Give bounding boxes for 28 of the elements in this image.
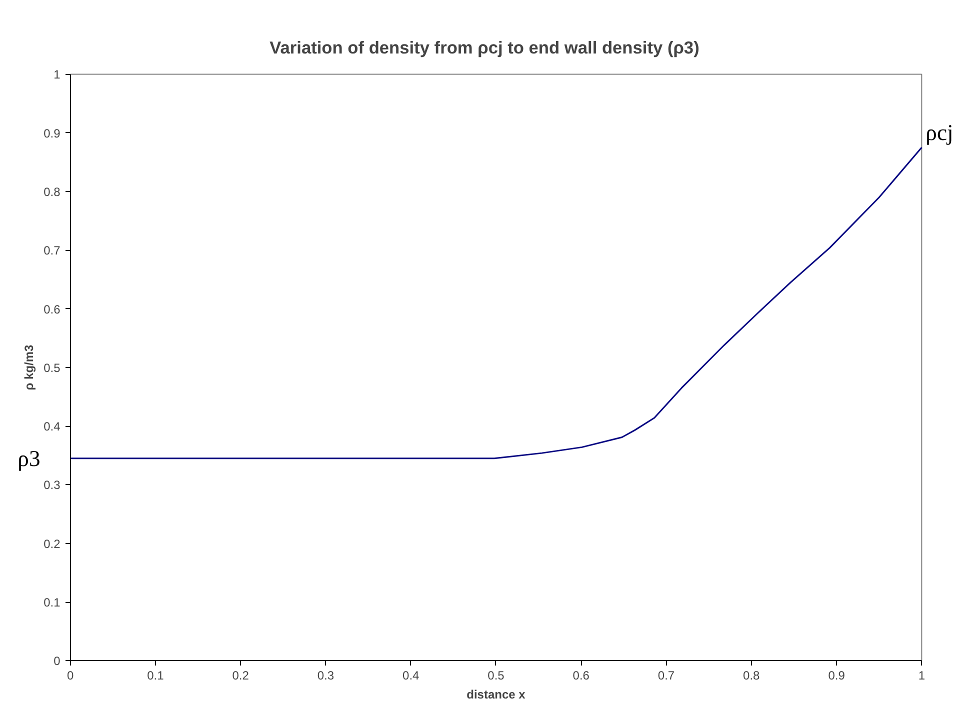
- x-axis-title: distance x: [466, 688, 526, 702]
- x-tick-label: 0.7: [658, 668, 675, 683]
- y-tick-label: 0.6: [44, 302, 61, 316]
- x-tick-label: 0.4: [402, 668, 420, 683]
- x-tick-label: 1: [918, 668, 926, 683]
- y-tick-label: 0.5: [44, 360, 61, 375]
- annotation: ρcj: [926, 120, 954, 146]
- x-tick-label: 0.2: [232, 668, 250, 683]
- x-tick-label: 0.5: [488, 668, 505, 683]
- y-tick-label: 0.3: [44, 478, 61, 492]
- y-tick-label: 1: [54, 68, 61, 82]
- x-tick-label: 0.1: [147, 668, 164, 683]
- x-tick-label: 0: [66, 668, 74, 683]
- x-tick-label: 0.8: [743, 668, 760, 683]
- y-tick-label: 0.2: [44, 536, 61, 551]
- y-tick-label: 0.9: [44, 126, 61, 140]
- x-tick-label: 0.3: [317, 668, 334, 683]
- y-tick-label: 0.1: [44, 596, 61, 610]
- y-tick-label: 0.7: [44, 244, 61, 258]
- x-tick-label: 0.6: [572, 668, 590, 683]
- x-tick-label: 0.9: [828, 668, 846, 683]
- line-series: [70, 146, 922, 460]
- y-tick-label: 0.8: [44, 185, 61, 200]
- chart-title: Variation of density from ρcj to end wall density (ρ3): [270, 38, 700, 58]
- y-tick-label: 0.4: [44, 420, 61, 434]
- annotation: ρ3: [18, 446, 40, 471]
- y-axis-title: ρ kg/m3: [22, 344, 36, 390]
- y-tick-label: 0: [54, 654, 61, 668]
